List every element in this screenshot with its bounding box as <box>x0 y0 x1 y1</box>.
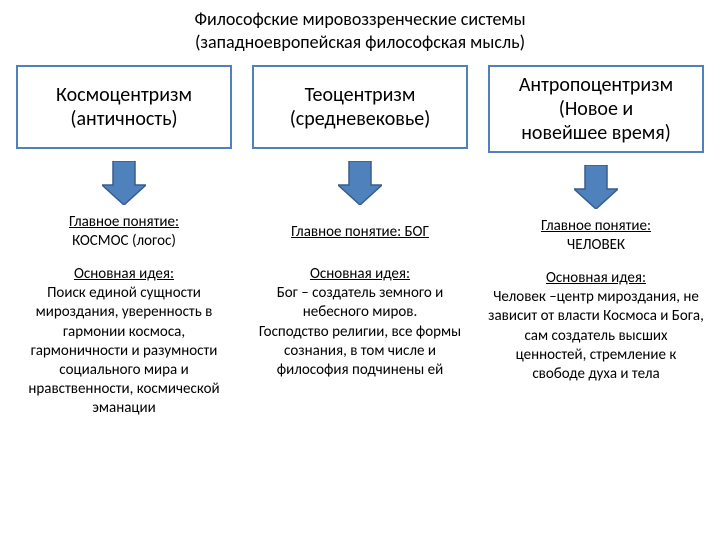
header-box-theocentrism: Теоцентризм (средневековье) <box>252 65 468 149</box>
idea-text: Поиск единой сущности мироздания, уверен… <box>28 284 219 417</box>
header-box-cosmocentrism: Космоцентризм (античность) <box>16 65 232 149</box>
column-anthropocentrism: Антропоцентризм (Новое и новейшее время)… <box>488 65 704 419</box>
column-theocentrism: Теоцентризм (средневековье) Главное поня… <box>252 65 468 419</box>
title-line1: Философские мировоззренческие системы <box>194 8 525 30</box>
main-idea: Основная идея: Человек –центр мироздания… <box>488 269 704 384</box>
columns-container: Космоцентризм (античность) Главное понят… <box>16 65 704 419</box>
arrow-down-icon <box>338 155 382 211</box>
header-box-anthropocentrism: Антропоцентризм (Новое и новейшее время) <box>488 65 704 153</box>
main-idea: Основная идея: Поиск единой сущности мир… <box>16 265 232 419</box>
column-cosmocentrism: Космоцентризм (античность) Главное понят… <box>16 65 232 419</box>
idea-label: Основная идея: <box>310 265 410 283</box>
arrow-down-icon <box>574 159 618 215</box>
concept-label: Главное понятие: <box>69 213 179 232</box>
main-concept: Главное понятие: ЧЕЛОВЕК <box>541 217 651 255</box>
concept-value: КОСМОС (логос) <box>69 232 179 251</box>
header-line: Космоцентризм <box>56 83 192 107</box>
title-line2: (западноевропейская философская мысль) <box>195 31 525 53</box>
idea-label: Основная идея: <box>546 269 646 287</box>
arrow-down-icon <box>102 155 146 211</box>
header-line: (античность) <box>70 107 177 131</box>
header-line: (средневековье) <box>290 107 431 131</box>
idea-text: Бог – создатель земного и небесного миро… <box>259 284 461 379</box>
idea-text: Человек –центр мироздания, не зависит от… <box>488 288 704 383</box>
arrow-shape <box>574 165 618 209</box>
diagram-title: Философские мировоззренческие системы (з… <box>16 8 704 53</box>
concept-value: ЧЕЛОВЕК <box>541 236 651 255</box>
header-line: Теоцентризм <box>305 83 416 107</box>
main-concept: Главное понятие: БОГ <box>291 213 429 251</box>
main-concept: Главное понятие: КОСМОС (логос) <box>69 213 179 251</box>
main-idea: Основная идея: Бог – создатель земного и… <box>252 265 468 380</box>
idea-label: Основная идея: <box>74 265 174 283</box>
concept-label: Главное понятие: <box>541 217 651 236</box>
concept-inline: Главное понятие: БОГ <box>291 223 429 242</box>
header-line: (Новое и <box>559 97 633 121</box>
header-line: новейшее время) <box>521 121 671 145</box>
arrow-shape <box>102 161 146 205</box>
header-line: Антропоцентризм <box>519 73 673 97</box>
arrow-shape <box>338 161 382 205</box>
